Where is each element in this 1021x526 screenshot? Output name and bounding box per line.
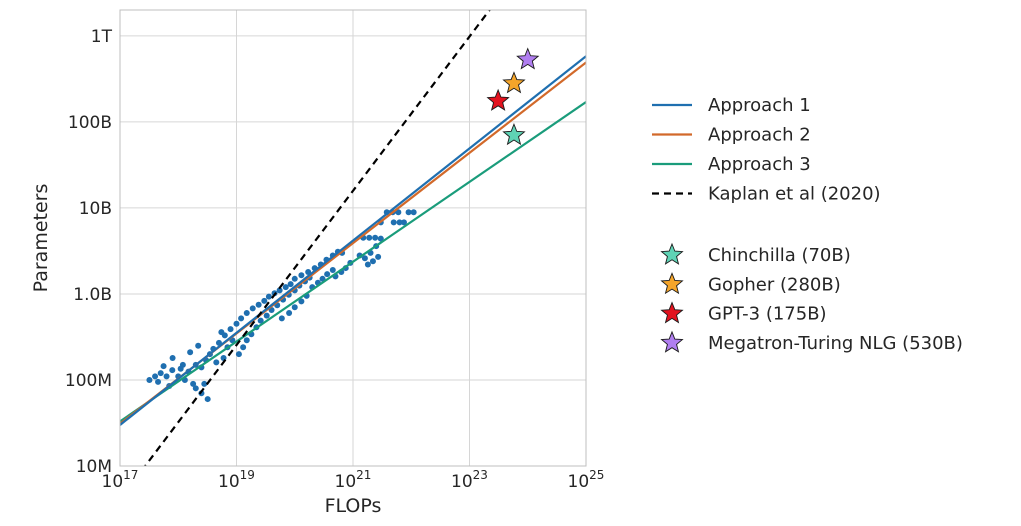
- legend-label: Kaplan et al (2020): [708, 184, 881, 205]
- x-tick-label: 1017: [102, 468, 139, 492]
- scatter-point: [195, 342, 202, 349]
- plot-clipped: [120, 10, 586, 466]
- y-axis-title: Parameters: [30, 184, 52, 293]
- legend-label: Approach 3: [708, 154, 811, 175]
- legend-label: GPT-3 (175B): [708, 304, 827, 325]
- y-axis-ticks: 10M 100M 1.0B 10B 100B 1T: [65, 27, 113, 477]
- x-tick-label: 1025: [568, 468, 605, 492]
- scatter-point: [395, 209, 402, 216]
- scatter-point: [192, 385, 199, 392]
- legend-label: Gopher (280B): [708, 274, 841, 295]
- scatter-point: [163, 373, 170, 380]
- y-tick-label: 1T: [91, 27, 113, 47]
- scatter-point: [396, 219, 403, 226]
- scatter-point: [240, 344, 247, 351]
- scatter-point: [235, 351, 242, 358]
- legend-star-swatch: [660, 330, 684, 353]
- scatter-point: [291, 304, 298, 311]
- x-axis-ticks: 1017 1019 1021 1023 1025: [102, 468, 605, 492]
- x-tick-label: 1019: [218, 468, 255, 492]
- scatter-point: [155, 378, 162, 385]
- series-line-approach-3: [120, 101, 586, 423]
- star-marker-gpt-3-175b: [486, 88, 510, 111]
- legend-label: Megatron-Turing NLG (530B): [708, 333, 963, 354]
- scatter-point: [329, 266, 336, 273]
- scatter-point: [263, 312, 270, 319]
- scatter-point: [298, 298, 305, 305]
- legend: Approach 1 Approach 2 Approach 3 Kaplan et …: [652, 95, 963, 354]
- y-tick-label: 10M: [76, 457, 112, 477]
- scatter-point: [265, 293, 272, 300]
- y-tick-label: 100B: [68, 113, 112, 133]
- scatter-point: [276, 287, 283, 294]
- scatter-point: [160, 363, 167, 370]
- scatter-point: [364, 261, 371, 268]
- scatter-point: [369, 258, 376, 265]
- scatter-point: [372, 234, 379, 241]
- legend-label: Chinchilla (70B): [708, 245, 851, 266]
- scatter-point: [324, 271, 331, 278]
- scatter-point: [213, 359, 220, 366]
- scatter-point: [238, 315, 245, 322]
- scatter-point: [257, 317, 264, 324]
- scatter-point: [169, 355, 176, 362]
- scatter-point: [201, 380, 208, 387]
- scatter-point: [366, 234, 373, 241]
- scatter-point: [187, 349, 194, 356]
- legend-label: Approach 2: [708, 125, 811, 146]
- y-tick-label: 1.0B: [73, 285, 112, 305]
- scatter-point: [261, 297, 268, 304]
- scatter-point: [190, 380, 197, 387]
- scatter-point: [157, 370, 164, 377]
- x-tick-label: 1023: [451, 468, 488, 492]
- scatter-point: [227, 326, 234, 333]
- plot-area: [120, 10, 586, 466]
- scatter-point: [375, 253, 382, 260]
- y-tick-label: 10B: [79, 199, 112, 219]
- scatter-point: [282, 284, 289, 291]
- scatter-point: [152, 373, 159, 380]
- scatter-point: [291, 275, 298, 282]
- scatter-point: [390, 219, 397, 226]
- star-marker-megatron-turing-nlg-530b: [516, 47, 540, 70]
- star-marker-chinchilla-70b: [502, 123, 526, 146]
- scatter-point: [255, 301, 262, 308]
- legend-label: Approach 1: [708, 95, 811, 116]
- x-axis-title: FLOPs: [325, 495, 382, 517]
- series-line-approach-1: [120, 55, 586, 426]
- scatter-point: [278, 315, 285, 322]
- scatter-point: [179, 361, 186, 368]
- scatter-point: [169, 367, 176, 374]
- scatter-point: [204, 396, 211, 403]
- scatter-point: [233, 320, 240, 327]
- scatter-point: [243, 337, 250, 344]
- x-tick-label: 1021: [335, 468, 372, 492]
- star-marker-gopher-280b: [502, 71, 526, 94]
- scatter-point: [298, 272, 305, 279]
- y-tick-label: 100M: [65, 371, 112, 391]
- scatter-point: [218, 329, 225, 336]
- scatter-point: [410, 209, 417, 216]
- series-line-kaplan-et-al-2020: [143, 10, 491, 466]
- scatter-point: [405, 209, 412, 216]
- legend-star-swatch: [660, 272, 684, 295]
- scatter-point: [287, 281, 294, 288]
- scatter-point: [361, 255, 368, 262]
- scatter-point: [243, 310, 250, 317]
- plot-frame: [119, 9, 587, 467]
- scatter-point: [286, 310, 293, 317]
- scatter-point: [400, 219, 407, 226]
- legend-star-swatch: [660, 301, 684, 324]
- scatter-point: [146, 376, 153, 383]
- legend-star-swatch: [660, 242, 684, 265]
- scatter-point: [377, 235, 384, 242]
- scatter-point: [249, 305, 256, 312]
